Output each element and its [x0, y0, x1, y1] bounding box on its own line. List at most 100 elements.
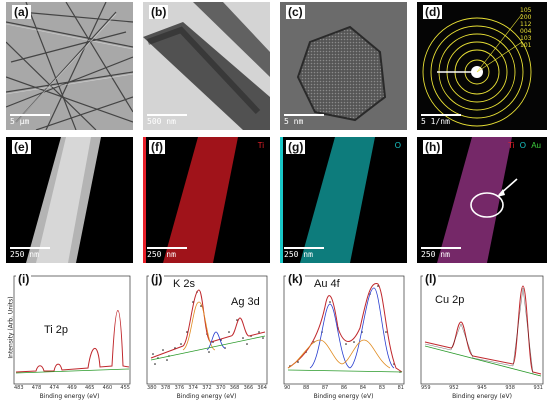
element-label-o: O [394, 141, 401, 150]
x-tick: 368 [229, 385, 240, 391]
x-tick: 483 [14, 385, 24, 391]
panel-tag: (k) [286, 272, 305, 286]
panel-tag: (b) [149, 5, 169, 19]
xps-chart-i [13, 275, 131, 385]
x-tick: 372 [202, 385, 212, 391]
panel-tag: (d) [423, 5, 443, 19]
peak-label-ag3d: Ag 3d [231, 296, 260, 308]
panel-a-sem: (a) 5 μm [6, 2, 133, 130]
x-tick: 474 [49, 385, 60, 391]
background-line [150, 335, 266, 361]
x-axis-label: Binding energy (eV) [452, 393, 512, 400]
panel-d-saed: (d) 105 200 112 004 103 101 5 1/nm [417, 2, 547, 130]
x-tick: 455 [120, 385, 130, 391]
element-label-o: O [519, 141, 526, 150]
element-label-ti: Ti [508, 141, 515, 150]
element-legend: Ti O Au [508, 141, 541, 150]
fit-curve [15, 310, 130, 373]
ring-label: 105 [520, 7, 532, 14]
ring-label: 101 [520, 42, 532, 49]
x-tick: 959 [421, 385, 431, 391]
peak-label: Au 4f [314, 278, 340, 290]
component-orange [182, 301, 216, 351]
xps-chart-l [420, 275, 544, 385]
scale-label: 5 1/nm [421, 117, 450, 126]
haadf-image [6, 137, 133, 263]
panel-tag: (g) [286, 140, 306, 154]
scale-bar: 5 nm [284, 114, 324, 126]
scale-bar: 5 1/nm [421, 114, 461, 126]
x-tick: 380 [147, 385, 157, 391]
fit-curve [287, 283, 403, 373]
scale-label: 250 nm [284, 250, 313, 259]
nanocrystal-lattice-image [280, 2, 407, 130]
overlay-map-image [417, 137, 547, 263]
x-tick: 366 [243, 385, 254, 391]
ring-label: 200 [520, 14, 532, 21]
x-tick: 931 [533, 385, 543, 391]
x-tick: 83 [378, 385, 386, 391]
x-tick: 81 [397, 385, 404, 391]
panel-tag: (j) [149, 272, 165, 286]
x-tick: 86 [340, 385, 348, 391]
xps-panel-k: (k) Au 4f 90 88 87 86 84 83 81 Binding e… [280, 272, 407, 400]
xps-panel-j: (j) K 2s Ag 3d 380 378 376 374 372 370 3… [143, 272, 270, 400]
panel-tag: (e) [12, 140, 31, 154]
ring-label: 112 [520, 21, 532, 28]
component-orange [287, 339, 391, 369]
ring-label: 103 [520, 35, 532, 42]
x-tick: 938 [505, 385, 515, 391]
x-axis-label: Binding energy (eV) [176, 393, 237, 400]
scale-bar: 250 nm [147, 247, 187, 259]
o-map-image [280, 137, 407, 263]
x-tick: 945 [477, 385, 487, 391]
element-label-ti: Ti [257, 141, 264, 150]
x-tick: 370 [215, 385, 226, 391]
x-tick: 374 [188, 385, 198, 391]
scale-label: 250 nm [147, 250, 176, 259]
panel-tag: (a) [12, 5, 31, 19]
scale-label: 5 nm [284, 117, 304, 126]
x-tick-labels: 380 378 376 374 372 370 368 366 364 [147, 385, 267, 391]
background-line [287, 369, 403, 373]
y-axis-label: Intensity (Arb. Units) [7, 296, 15, 359]
x-tick: 469 [67, 385, 77, 391]
nanowire-network-image [6, 2, 133, 130]
panel-b-tem: (b) 500 nm [143, 2, 270, 130]
x-tick: 465 [84, 385, 95, 391]
panel-f-ti-map: (f) Ti 250 nm [143, 137, 270, 263]
x-tick: 87 [321, 385, 329, 391]
scale-bar: 5 μm [10, 114, 50, 126]
xps-chart-k [283, 275, 405, 385]
xps-chart-j [146, 275, 268, 385]
x-tick: 952 [449, 385, 459, 391]
panel-c-hrtem: (c) 5 nm [280, 2, 407, 130]
x-tick: 376 [174, 385, 185, 391]
component-blue [309, 303, 351, 369]
raw-data-line [424, 287, 542, 377]
scale-bar: 250 nm [10, 247, 50, 259]
scale-label: 500 nm [147, 117, 176, 126]
scale-label: 250 nm [10, 250, 39, 259]
x-tick-labels: 959 952 945 938 931 [421, 385, 543, 391]
x-tick-labels: 90 88 87 86 84 83 81 [284, 385, 404, 391]
ring-label: 004 [520, 28, 532, 35]
background-line [15, 368, 130, 374]
panel-g-o-map: (g) O 250 nm [280, 137, 407, 263]
scale-bar: 500 nm [147, 114, 187, 126]
x-tick: 88 [302, 385, 310, 391]
x-tick: 364 [257, 385, 267, 391]
component-blue-2 [349, 287, 395, 369]
background-line [424, 345, 542, 377]
x-tick: 478 [31, 385, 42, 391]
panel-tag: (f) [149, 140, 165, 154]
element-label-au: Au [531, 141, 541, 150]
scale-bar: 250 nm [284, 247, 324, 259]
panel-tag: (i) [16, 272, 32, 286]
panel-tag: (l) [423, 272, 439, 286]
panel-e-haadf: (e) 250 nm [6, 137, 133, 263]
scale-label: 250 nm [421, 250, 450, 259]
nanorod-tem-image [143, 2, 270, 130]
panel-tag: (h) [423, 140, 443, 154]
x-tick: 378 [160, 385, 171, 391]
